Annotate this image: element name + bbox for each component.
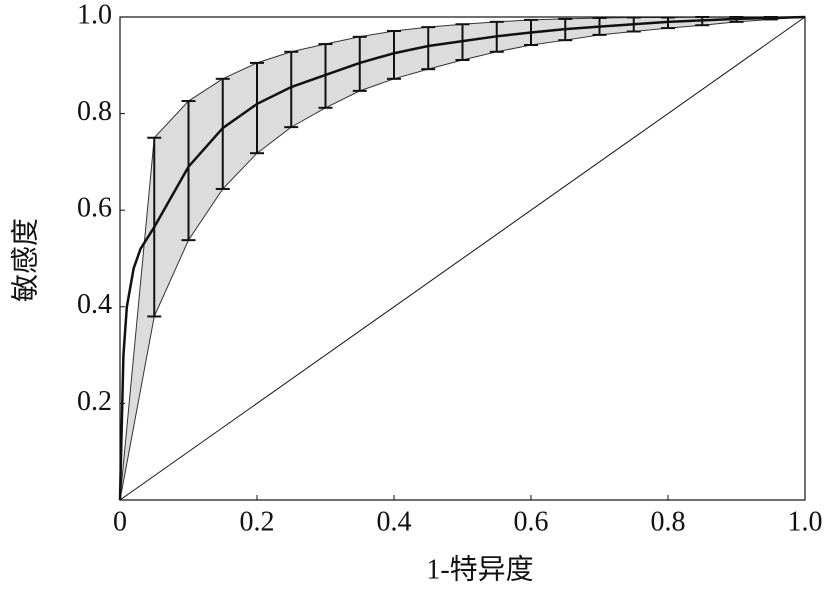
x-axis-label: 1-特异度: [426, 553, 533, 585]
y-tick-label: 0.6: [77, 193, 112, 224]
y-axis-label: 敏感度: [9, 218, 41, 302]
x-tick-label: 0: [113, 506, 127, 537]
x-tick-label: 0.4: [377, 506, 412, 537]
plot-frame: [119, 16, 806, 501]
x-tick-label: 0.8: [651, 506, 686, 537]
y-tick-label: 0.4: [77, 289, 112, 320]
y-tick-label: 0.2: [77, 386, 112, 417]
roc-curve: [118, 15, 806, 501]
y-tick-label: 0.8: [77, 96, 112, 127]
reference-line: [119, 16, 806, 501]
y-tick-label: 1.0: [77, 0, 112, 30]
x-tick-label: 0.2: [240, 506, 275, 537]
x-tick-label: 0.6: [514, 506, 549, 537]
x-tick-label: 1.0: [788, 506, 823, 537]
